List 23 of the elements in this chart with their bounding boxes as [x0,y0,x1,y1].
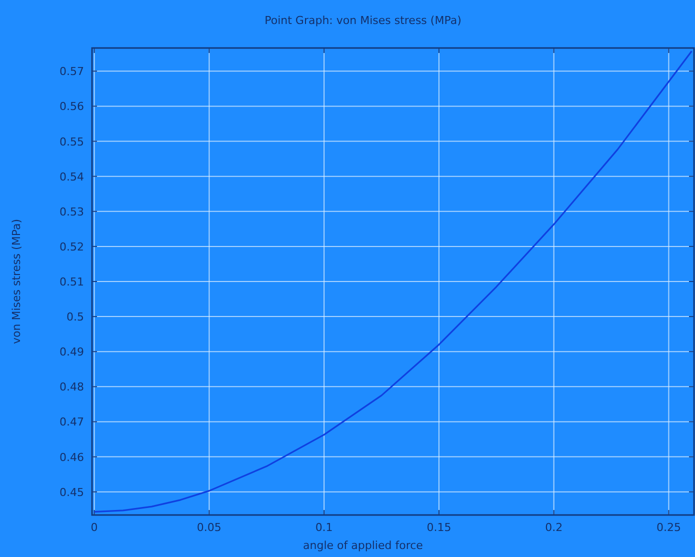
x-tick-label: 0 [90,521,98,534]
x-tick-label: 0.25 [656,521,681,534]
y-tick-label: 0.47 [60,416,84,429]
y-tick-label: 0.5 [66,310,84,324]
y-tick-label: 0.55 [60,135,84,148]
y-tick-label: 0.52 [60,240,84,254]
y-tick-label: 0.54 [60,170,84,184]
y-tick-label: 0.49 [60,346,84,359]
y-tick-label: 0.57 [60,65,84,78]
y-tick-label: 0.56 [60,100,84,114]
x-tick-label: 0.05 [196,521,222,534]
y-tick-label: 0.48 [60,380,84,394]
chart-title: Point Graph: von Mises stress (MPa) [264,14,462,27]
line-series [94,50,692,513]
x-tick-label: 0.1 [315,521,333,534]
y-tick-label: 0.53 [60,205,84,218]
y-tick-label: 0.46 [60,450,84,464]
x-axis-title: angle of applied force [303,539,424,552]
y-axis-title: von Mises stress (MPa) [10,219,23,344]
y-tick-label: 0.45 [60,486,84,499]
y-tick-label: 0.51 [60,276,84,288]
x-tick-label: 0.2 [545,521,563,534]
x-tick-label: 0.15 [426,521,452,534]
